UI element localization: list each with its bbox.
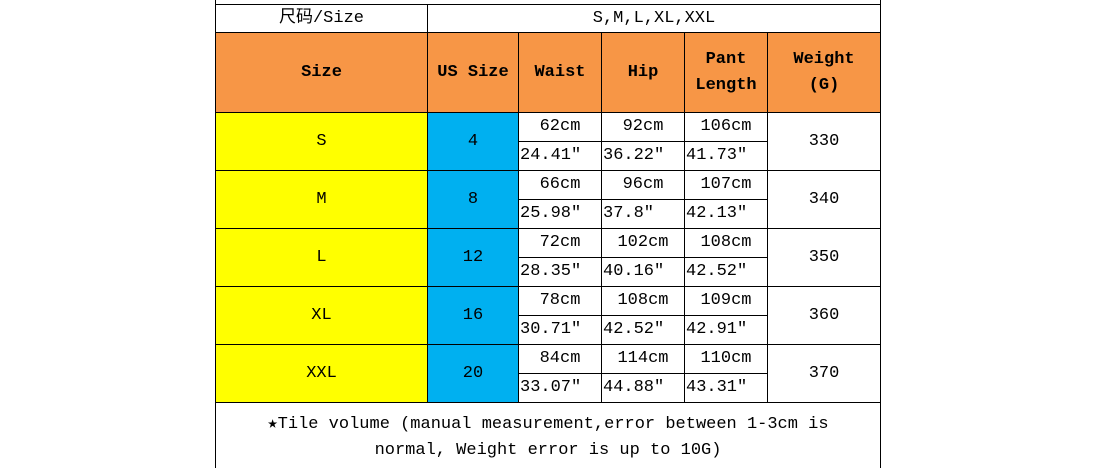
us-size-cell: 20 <box>427 344 519 403</box>
header-cell: Waist <box>518 32 602 113</box>
cm-cell: 96cm <box>601 170 685 200</box>
inch-cell: 43.31″ <box>684 373 768 403</box>
cm-cell: 62cm <box>518 112 602 142</box>
inch-cell: 42.52″ <box>601 315 685 345</box>
size-label: 尺码/Size <box>215 4 428 33</box>
cm-cell: 102cm <box>601 228 685 258</box>
inch-cell: 40.16″ <box>601 257 685 287</box>
size-cell: M <box>215 170 428 229</box>
us-size-cell: 4 <box>427 112 519 171</box>
inch-cell: 41.73″ <box>684 141 768 171</box>
size-cell: S <box>215 112 428 171</box>
cm-cell: 108cm <box>684 228 768 258</box>
cm-cell: 109cm <box>684 286 768 316</box>
size-cell: XXL <box>215 344 428 403</box>
inch-cell: 30.71″ <box>518 315 602 345</box>
inch-cell: 42.52″ <box>684 257 768 287</box>
weight-cell: 350 <box>767 228 881 287</box>
weight-cell: 340 <box>767 170 881 229</box>
cm-cell: 110cm <box>684 344 768 374</box>
inch-cell: 42.91″ <box>684 315 768 345</box>
cm-cell: 66cm <box>518 170 602 200</box>
inch-cell: 44.88″ <box>601 373 685 403</box>
size-value: S,M,L,XL,XXL <box>427 4 881 33</box>
header-cell: Weight (G) <box>767 32 881 113</box>
header-cell: Pant Length <box>684 32 768 113</box>
inch-cell: 42.13″ <box>684 199 768 229</box>
cm-cell: 84cm <box>518 344 602 374</box>
cm-cell: 92cm <box>601 112 685 142</box>
inch-cell: 36.22″ <box>601 141 685 171</box>
cm-cell: 114cm <box>601 344 685 374</box>
cm-cell: 106cm <box>684 112 768 142</box>
cm-cell: 108cm <box>601 286 685 316</box>
weight-cell: 360 <box>767 286 881 345</box>
weight-cell: 330 <box>767 112 881 171</box>
weight-cell: 370 <box>767 344 881 403</box>
cm-cell: 78cm <box>518 286 602 316</box>
inch-cell: 25.98″ <box>518 199 602 229</box>
inch-cell: 33.07″ <box>518 373 602 403</box>
header-cell: US Size <box>427 32 519 113</box>
us-size-cell: 8 <box>427 170 519 229</box>
inch-cell: 37.8″ <box>601 199 685 229</box>
size-cell: L <box>215 228 428 287</box>
header-cell: Hip <box>601 32 685 113</box>
size-cell: XL <box>215 286 428 345</box>
inch-cell: 28.35″ <box>518 257 602 287</box>
us-size-cell: 16 <box>427 286 519 345</box>
header-cell: Size <box>215 32 428 113</box>
inch-cell: 24.41″ <box>518 141 602 171</box>
us-size-cell: 12 <box>427 228 519 287</box>
footer-note: ★Tile volume (manual measurement,error b… <box>215 402 881 468</box>
cm-cell: 107cm <box>684 170 768 200</box>
cm-cell: 72cm <box>518 228 602 258</box>
